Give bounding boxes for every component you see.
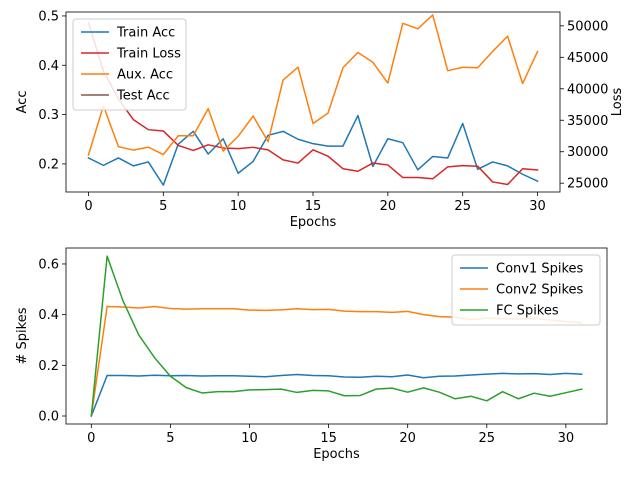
y-tick-label: 0.2 bbox=[38, 359, 59, 374]
series-line-fc-spikes bbox=[90, 255, 583, 417]
x-tick-label: 5 bbox=[166, 431, 174, 446]
y2-tick-label: 35000 bbox=[567, 114, 608, 129]
y-tick-label: 0.4 bbox=[38, 59, 59, 74]
x-tick-label: 30 bbox=[558, 431, 575, 446]
y2-tick-label: 30000 bbox=[567, 145, 608, 160]
y-tick-label: 0.2 bbox=[38, 157, 59, 172]
legend-label: Conv2 Spikes bbox=[496, 283, 584, 298]
y2-tick-label: 45000 bbox=[567, 51, 608, 66]
series-line-aux-acc bbox=[87, 14, 539, 156]
legend-frame bbox=[451, 254, 601, 326]
chart-panel-2: 0 5 10 15 20 25 30 0.0 0.2 0.4 0.6 Epochs # Spikes Co… bbox=[15, 247, 608, 462]
series-line-conv1-spikes bbox=[90, 372, 583, 417]
x-tick-label: 20 bbox=[380, 199, 397, 214]
y2-axis-title: Loss bbox=[610, 88, 625, 117]
x-tick-label: 10 bbox=[241, 431, 258, 446]
plot-frame bbox=[65, 247, 608, 425]
x-tick-label: 5 bbox=[159, 199, 167, 214]
legend: Train Acc Train Loss Aux. Acc Test Acc bbox=[72, 18, 187, 111]
y2-tick-label: 40000 bbox=[567, 82, 608, 97]
y2-tick-label: 50000 bbox=[567, 19, 608, 34]
chart-panel-1: 0 5 10 15 20 25 30 0.2 0.3 0.4 0.5 25000 30000 35000 4… bbox=[15, 9, 625, 230]
y-tick-label: 0.4 bbox=[38, 308, 59, 323]
y-tick-label: 0.5 bbox=[38, 9, 59, 24]
legend-label: Train Acc bbox=[116, 26, 175, 41]
series-line-train-loss bbox=[87, 21, 539, 186]
legend-label: Aux. Acc bbox=[117, 68, 173, 83]
legend-label: Train Loss bbox=[116, 47, 181, 62]
x-tick-label: 0 bbox=[87, 431, 95, 446]
legend-label: Test Acc bbox=[116, 89, 170, 104]
legend-label: FC Spikes bbox=[496, 304, 559, 319]
y-tick-label: 0.3 bbox=[38, 108, 59, 123]
x-axis-title: Epochs bbox=[290, 215, 337, 230]
y-tick-label: 0.0 bbox=[38, 409, 59, 424]
x-tick-label: 25 bbox=[454, 199, 471, 214]
x-tick-label: 25 bbox=[479, 431, 496, 446]
x-tick-label: 30 bbox=[529, 199, 546, 214]
x-tick-label: 0 bbox=[84, 199, 92, 214]
x-axis-title: Epochs bbox=[313, 447, 360, 462]
y-axis-title: # Spikes bbox=[15, 307, 30, 364]
legend: Conv1 Spikes Conv2 Spikes FC Spikes bbox=[451, 254, 601, 326]
x-tick-label: 20 bbox=[399, 431, 416, 446]
y-tick-label: 0.6 bbox=[38, 257, 59, 272]
legend-frame bbox=[72, 18, 187, 111]
x-tick-label: 15 bbox=[305, 199, 322, 214]
series-line-train-acc bbox=[87, 114, 539, 186]
legend-label: Conv1 Spikes bbox=[496, 262, 584, 277]
y2-tick-label: 25000 bbox=[567, 177, 608, 192]
y-axis-title: Acc bbox=[15, 91, 30, 114]
x-tick-label: 15 bbox=[320, 431, 337, 446]
x-tick-label: 10 bbox=[230, 199, 247, 214]
